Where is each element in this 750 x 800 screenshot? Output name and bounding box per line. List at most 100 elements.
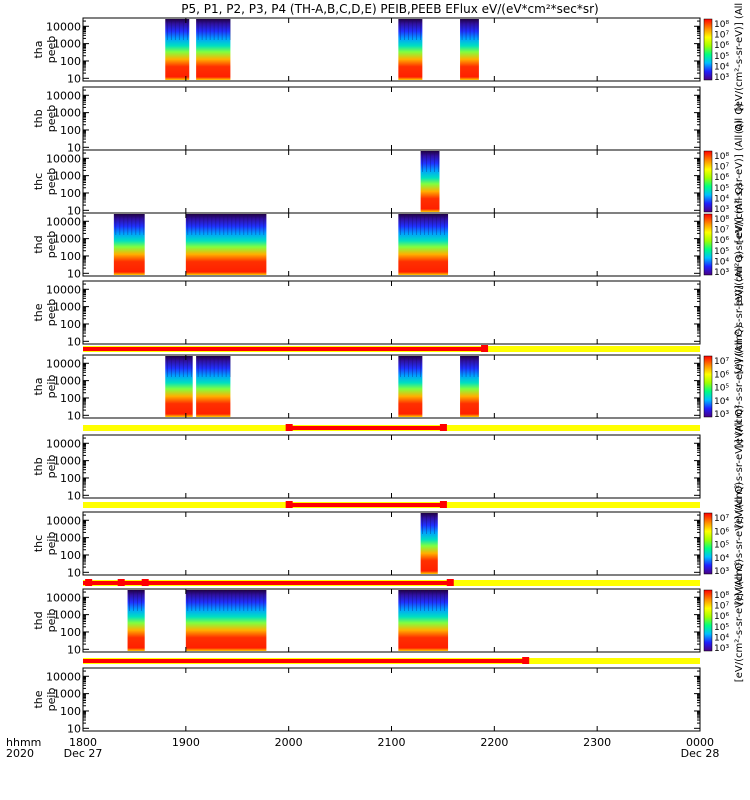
y-tick-label-the_peib-100: 100 [60,705,81,718]
y-label-probe-thb_peib: thb [32,457,45,475]
colorbar-unit-the_peeb: [eV/(cm²-s-sr-eV)] (All Q) [734,251,745,374]
flag-dot-tha_peib-0 [285,424,293,431]
panel-frame-thc_peib [82,511,701,576]
y-tick-label-thc_peeb-10: 10 [67,204,81,217]
spectrogram-segment-thd_peib-1 [185,590,267,651]
spectrogram-segment-tha_peib-2 [398,356,423,417]
colorbar-label-tha_peeb-0: 10⁸ [714,20,729,30]
colorbar-tha_peeb [703,18,713,81]
colorbar-label-thc_peib-3: 10⁴ [714,554,729,564]
colorbar-label-tha_peib-4: 10³ [714,410,729,420]
y-tick-label-thd_peeb-1000: 1000 [53,233,81,246]
y-tick-label-the_peeb-10000: 10000 [46,283,81,296]
y-label-probe-thb_peeb: thb [32,109,45,127]
chart-title: P5, P1, P2, P3, P4 (TH-A,B,C,D,E) PEIB,P… [181,2,598,16]
colorbar-label-thd_peib-2: 10⁶ [714,612,729,622]
flag-bar-red-the_peeb-0 [83,347,485,351]
y-tick-label-thd_peib-10: 10 [67,643,81,656]
y-tick-label-thb_peib-1000: 1000 [53,455,81,468]
colorbar-tha_peib [703,355,713,418]
x-tick-date-0: Dec 27 [64,747,103,760]
colorbar-label-thd_peeb-4: 10⁴ [714,257,729,267]
y-label-probe-tha_peeb: tha [32,40,45,58]
y-label-probe-the_peeb: the [32,303,45,321]
colorbar-thc_peeb [703,150,713,213]
y-tick-label-thc_peeb-10000: 10000 [46,152,81,165]
panel-frame-the_peib [82,667,701,732]
flag-dot-thb_peib-1 [439,501,447,508]
colorbar-label-thd_peeb-3: 10⁵ [714,247,729,257]
time-axis-row-label-2: 2020 [6,747,34,760]
y-tick-label-thc_peib-10: 10 [67,566,81,579]
y-tick-label-the_peeb-100: 100 [60,318,81,331]
x-tick-label-2: 2000 [275,736,303,749]
spectrogram-segment-thd_peib-0 [127,590,145,651]
colorbar-unit-thc_peib: [eV/(cm²-s-sr-eV)] (All Q) [734,482,745,605]
spectrogram-segment-thc_peib-0 [420,513,438,574]
flag-dot-tha_peib-1 [439,424,447,431]
flag-bar-red-thc_peib-0 [83,581,450,585]
spectrogram-segment-tha_peeb-3 [460,19,479,80]
y-tick-label-the_peib-10000: 10000 [46,670,81,683]
x-tick-label-4: 2200 [480,736,508,749]
flag-dot-thc_peib-3 [446,579,454,586]
y-tick-label-tha_peeb-10: 10 [67,72,81,85]
colorbar-label-thd_peib-5: 10³ [714,644,729,654]
colorbar-label-thd_peeb-2: 10⁶ [714,236,729,246]
colorbar-unit-tha_peeb: [eV/(cm²-s-sr-eV)] (All Q) [734,0,745,111]
colorbar-label-thd_peeb-0: 10⁸ [714,215,729,225]
y-tick-label-the_peib-10: 10 [67,722,81,735]
panel-frame-the_peeb [82,280,701,345]
x-tick-label-3: 2100 [378,736,406,749]
y-tick-label-thb_peeb-1000: 1000 [53,107,81,120]
y-label-product-thd_peib: peib [45,609,58,633]
colorbar-label-thc_peib-4: 10³ [714,567,729,577]
time-axis-row-label-1: hhmm [6,736,41,749]
y-tick-label-thc_peeb-1000: 1000 [53,170,81,183]
spectrogram-segment-thd_peib-2 [398,590,449,651]
flag-dot-the_peeb-0 [481,345,489,352]
colorbar-label-tha_peeb-4: 10⁴ [714,62,729,72]
flag-bar-red-thb_peib-0 [288,503,443,507]
y-label-probe-thc_peib: thc [32,535,45,552]
colorbar-label-tha_peeb-1: 10⁷ [714,31,729,41]
colorbar-label-thc_peeb-5: 10³ [714,205,729,215]
colorbar-label-tha_peeb-3: 10⁵ [714,52,729,62]
spectrogram-segment-tha_peib-1 [196,356,231,417]
y-tick-label-tha_peib-100: 100 [60,392,81,405]
y-tick-label-thc_peib-1000: 1000 [53,532,81,545]
y-tick-label-thc_peib-10000: 10000 [46,514,81,527]
x-tick-label-0: 1800 [69,736,97,749]
spectrogram-segment-tha_peeb-2 [398,19,423,80]
y-tick-label-thb_peeb-10: 10 [67,141,81,154]
x-tick-date-6: Dec 28 [681,747,720,760]
y-tick-label-thb_peib-10000: 10000 [46,437,81,450]
x-tick-label-6: 0000 [686,736,714,749]
y-tick-label-the_peeb-1000: 1000 [53,301,81,314]
y-tick-label-the_peib-1000: 1000 [53,688,81,701]
colorbar-label-tha_peib-3: 10⁴ [714,397,729,407]
panel-frame-thb_peib [82,434,701,499]
colorbar-label-thc_peeb-4: 10⁴ [714,194,729,204]
colorbar-unit-thd_peeb: [eV/(cm²-s-sr-eV)] (All Q) [734,183,745,306]
colorbar-label-thd_peib-1: 10⁷ [714,602,729,612]
spectrogram-segment-tha_peeb-1 [196,19,231,80]
y-tick-label-the_peeb-10: 10 [67,335,81,348]
colorbar-label-thd_peeb-1: 10⁷ [714,226,729,236]
flag-dot-thc_peib-2 [141,579,149,586]
colorbar-unit-thd_peib: [eV/(cm²-s-sr-eV)] (All Q) [734,559,745,682]
y-tick-label-thb_peeb-100: 100 [60,124,81,137]
colorbar-label-thd_peeb-5: 10³ [714,268,729,278]
y-tick-label-thd_peeb-10: 10 [67,267,81,280]
colorbar-label-thc_peib-2: 10⁵ [714,541,729,551]
spectrogram-segment-thc_peeb-0 [420,151,440,212]
y-label-product-thc_peib: peib [45,532,58,556]
colorbar-label-thd_peib-3: 10⁵ [714,623,729,633]
flag-dot-thc_peib-1 [117,579,125,586]
colorbar-label-tha_peib-0: 10⁷ [714,357,729,367]
